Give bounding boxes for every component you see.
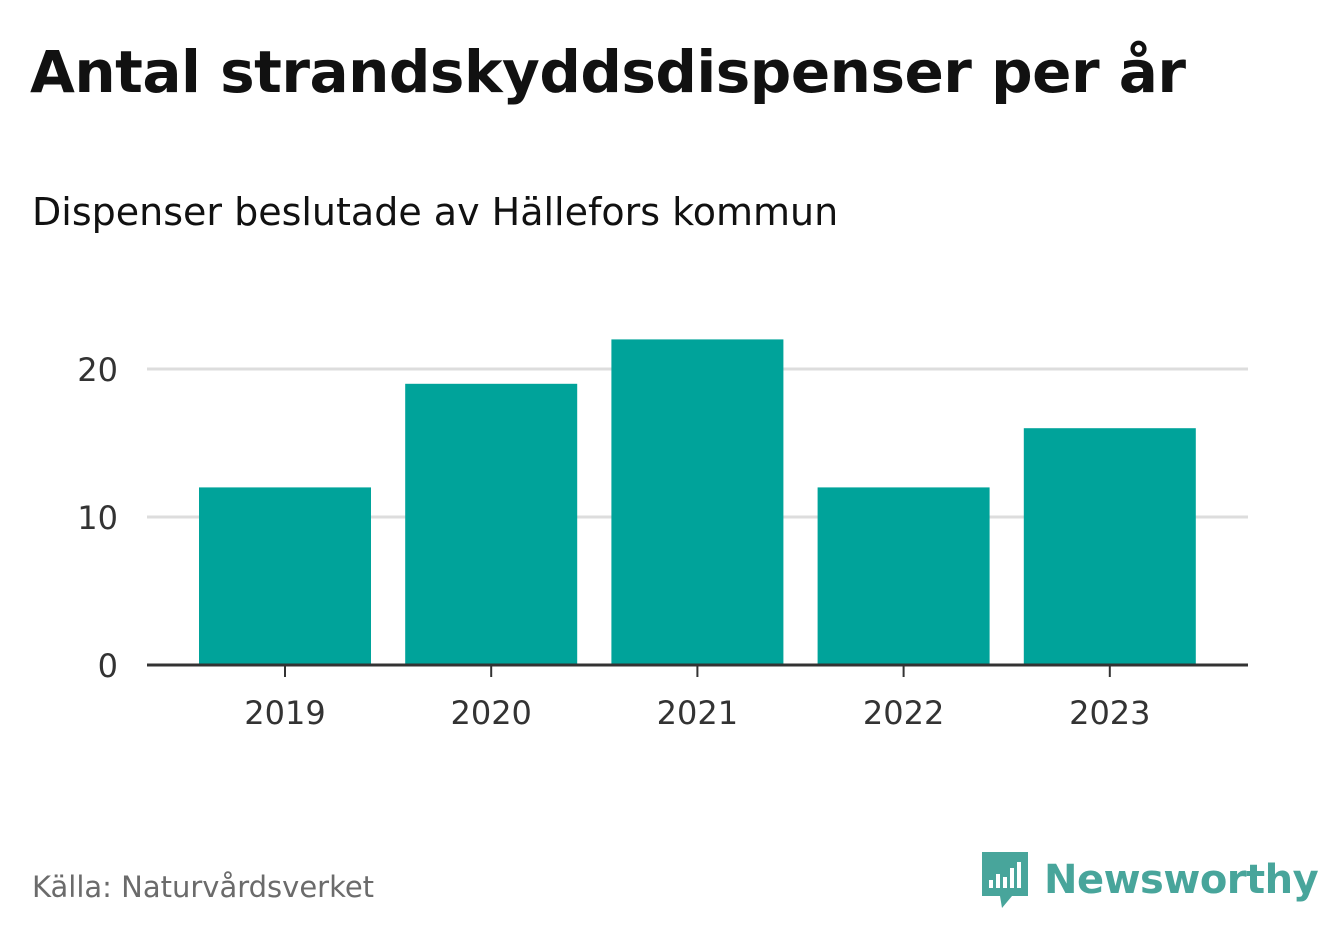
chart-title: Antal strandskyddsdispenser per år — [30, 38, 1186, 106]
y-tick-label-10: 10 — [77, 499, 118, 537]
y-tick-label-20: 20 — [77, 351, 118, 389]
axes — [147, 663, 1248, 677]
bar-2022[interactable] — [817, 487, 990, 665]
bar-2020[interactable] — [405, 383, 578, 665]
source-note: Källa: Naturvårdsverket — [32, 870, 375, 904]
bar-2021[interactable] — [611, 339, 784, 665]
bars — [199, 339, 1196, 665]
x-tick-label-2023: 2023 — [1069, 694, 1150, 732]
brand-logo[interactable]: Newsworthy — [980, 850, 1319, 910]
tick-labels: 0 10 20 2019 2020 2021 2022 2023 — [77, 351, 1150, 732]
bar-2023[interactable] — [1023, 428, 1196, 665]
brand-name: Newsworthy — [1044, 857, 1319, 903]
x-tick-label-2021: 2021 — [657, 694, 738, 732]
x-tick-label-2019: 2019 — [244, 694, 325, 732]
bar-2019[interactable] — [199, 487, 371, 665]
newsworthy-logo-icon — [982, 852, 1028, 908]
y-tick-label-0: 0 — [98, 647, 118, 685]
x-tick-label-2020: 2020 — [450, 694, 531, 732]
x-tick-label-2022: 2022 — [863, 694, 944, 732]
chart-subtitle: Dispenser beslutade av Hällefors kommun — [32, 190, 839, 234]
